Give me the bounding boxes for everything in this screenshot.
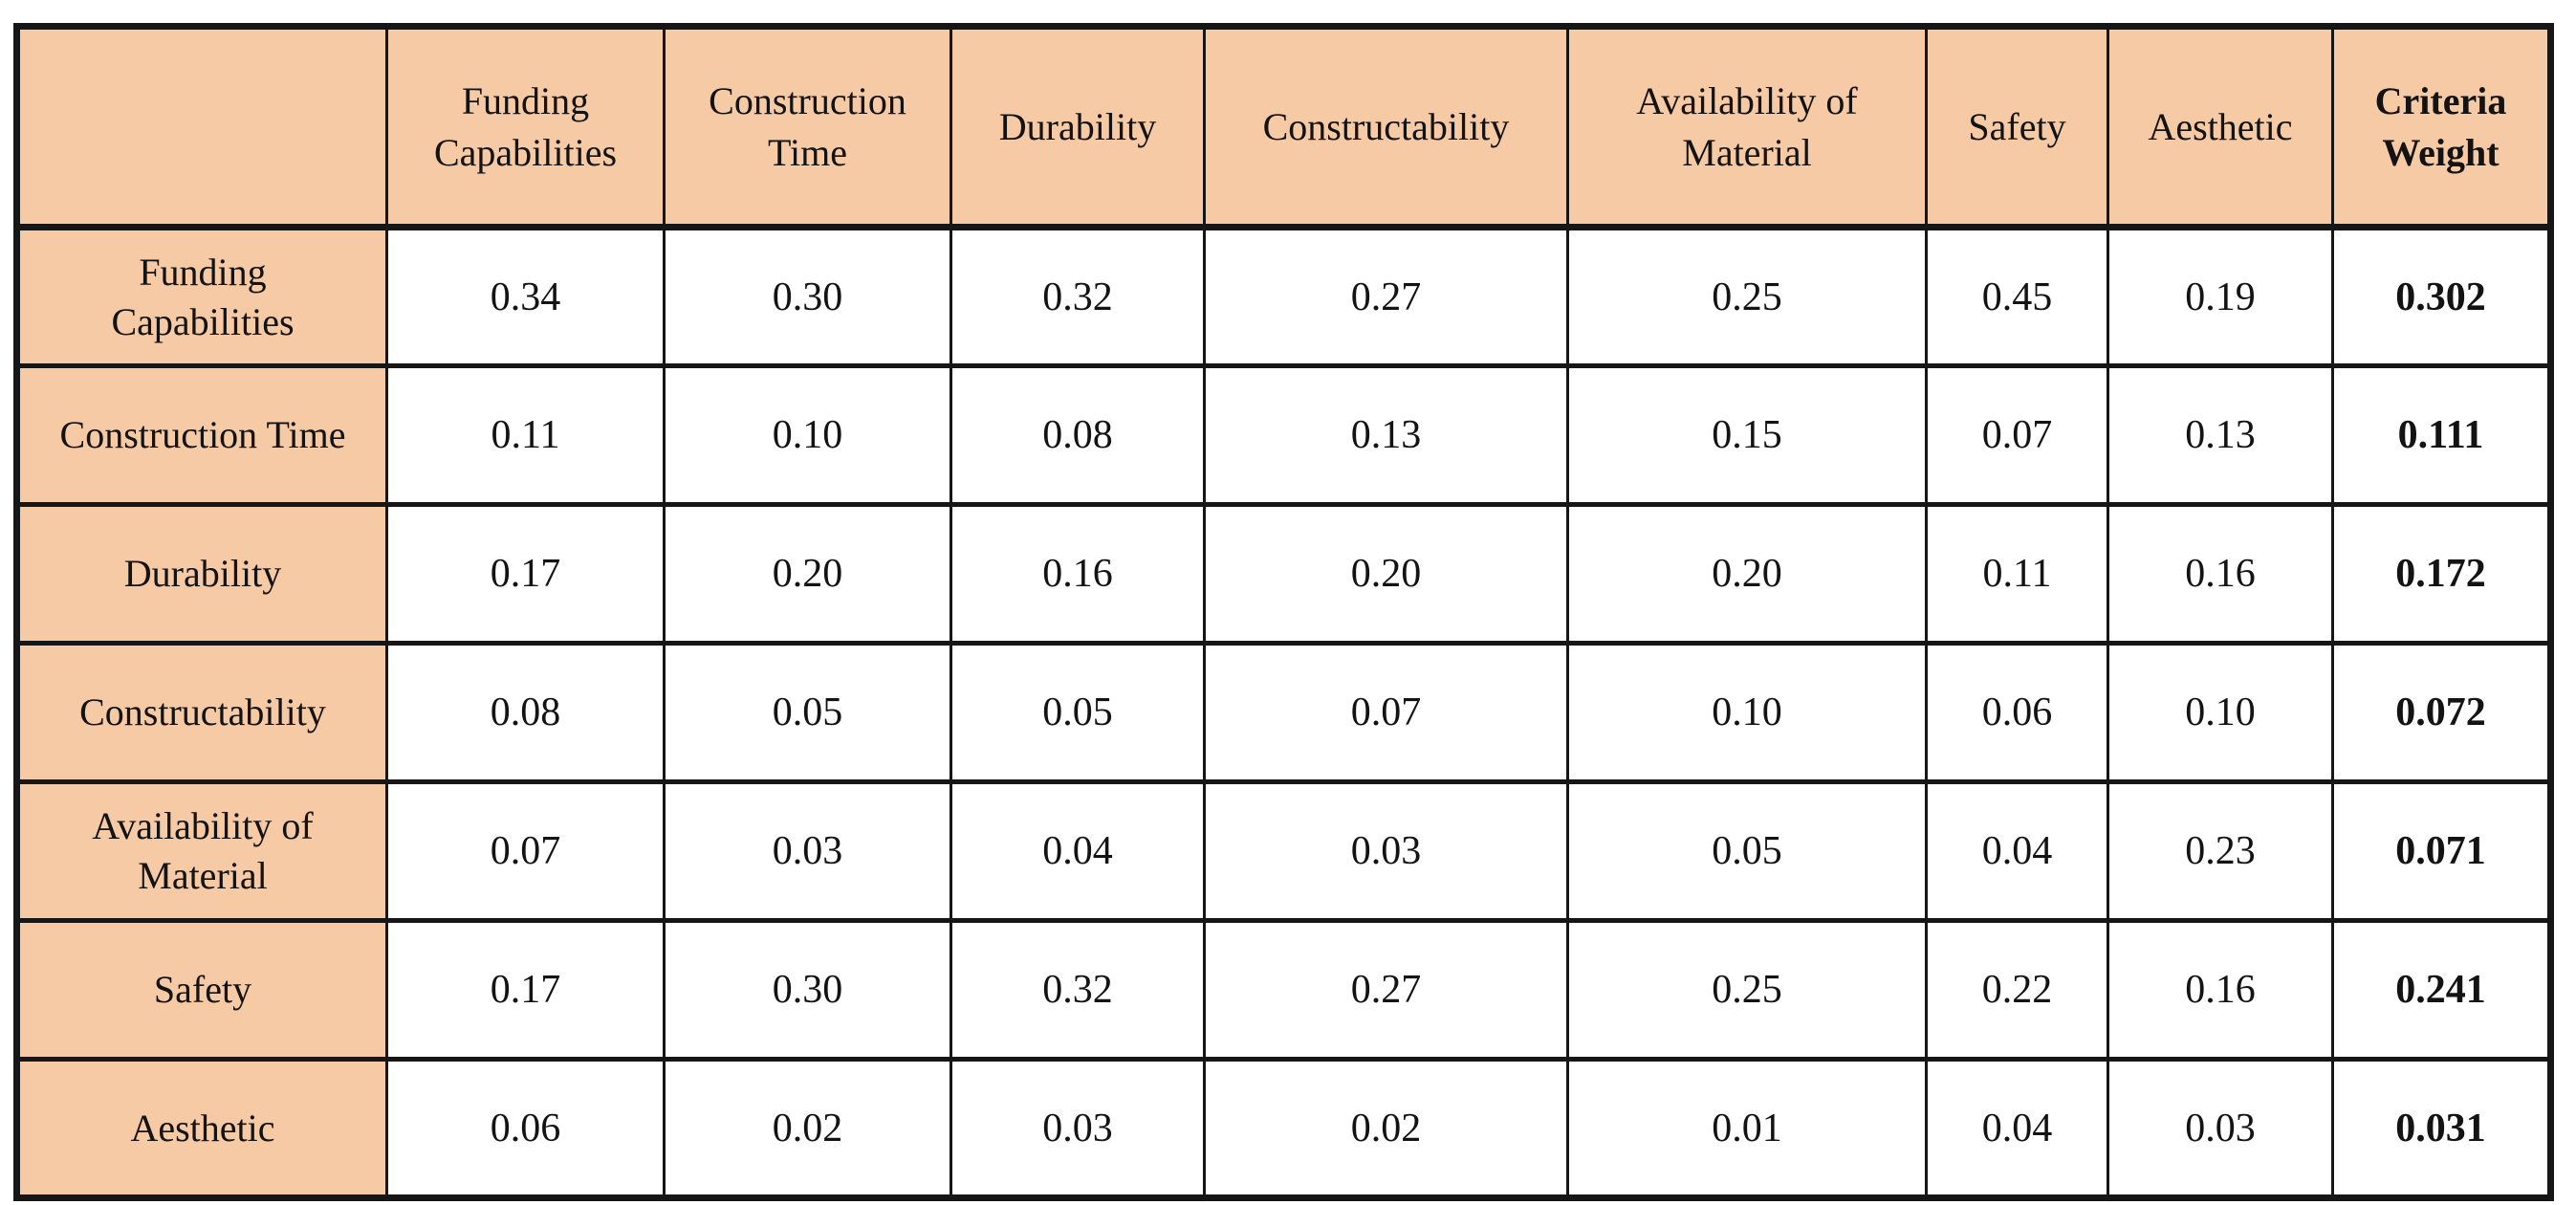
matrix-cell: 0.22 [1925,918,2109,1062]
matrix-cell: 0.03 [950,1057,1206,1200]
criteria-weight-cell: 0.031 [2331,1057,2552,1200]
matrix-cell: 0.04 [950,779,1206,923]
matrix-cell: 0.19 [2107,225,2334,368]
matrix-cell: 0.05 [950,641,1206,784]
table-row-safety: Safety 0.17 0.30 0.32 0.27 0.25 0.22 0.1… [15,918,2552,1062]
matrix-cell: 0.03 [2107,1057,2334,1200]
table-row-construction-time: Construction Time 0.11 0.10 0.08 0.13 0.… [15,363,2552,507]
matrix-cell: 0.11 [385,363,666,507]
matrix-cell: 0.15 [1566,363,1928,507]
matrix-cell: 0.03 [1203,779,1569,923]
criteria-weight-cell: 0.302 [2331,225,2552,368]
matrix-cell: 0.07 [1203,641,1569,784]
matrix-cell: 0.05 [1566,779,1928,923]
table-row-availability-of-material: Availability of Material 0.07 0.03 0.04 … [15,779,2552,923]
matrix-cell: 0.25 [1566,918,1928,1062]
matrix-cell: 0.07 [1925,363,2109,507]
matrix-cell: 0.45 [1925,225,2109,368]
matrix-cell: 0.27 [1203,225,1569,368]
matrix-cell: 0.06 [1925,641,2109,784]
matrix-cell: 0.07 [385,779,666,923]
matrix-cell: 0.02 [1203,1057,1569,1200]
matrix-cell: 0.16 [950,502,1206,646]
criteria-weight-table: Funding Capabilities Construction Time D… [13,23,2554,1201]
matrix-cell: 0.01 [1566,1057,1928,1200]
matrix-cell: 0.10 [663,363,952,507]
matrix-cell: 0.04 [1925,1057,2109,1200]
matrix-cell: 0.11 [1925,502,2109,646]
column-header-construction-time: Construction Time [663,24,952,230]
matrix-cell: 0.02 [663,1057,952,1200]
criteria-weight-cell: 0.241 [2331,918,2552,1062]
matrix-cell: 0.10 [1566,641,1928,784]
matrix-cell: 0.32 [950,918,1206,1062]
matrix-cell: 0.20 [1203,502,1569,646]
row-header-construction-time: Construction Time [15,363,388,507]
row-header-durability: Durability [15,502,388,646]
row-header-safety: Safety [15,918,388,1062]
table-row-funding-capabilities: Funding Capabilities 0.34 0.30 0.32 0.27… [15,225,2552,368]
corner-cell [15,24,388,230]
row-header-constructability: Constructability [15,641,388,784]
column-header-funding-capabilities: Funding Capabilities [385,24,666,230]
table-row-durability: Durability 0.17 0.20 0.16 0.20 0.20 0.11… [15,502,2552,646]
column-header-criteria-weight: Criteria Weight [2331,24,2552,230]
table-row-aesthetic: Aesthetic 0.06 0.02 0.03 0.02 0.01 0.04 … [15,1057,2552,1200]
criteria-weight-cell: 0.111 [2331,363,2552,507]
matrix-cell: 0.20 [1566,502,1928,646]
column-header-constructability: Constructability [1203,24,1569,230]
matrix-cell: 0.20 [663,502,952,646]
matrix-cell: 0.08 [385,641,666,784]
criteria-weight-cell: 0.071 [2331,779,2552,923]
criteria-weight-cell: 0.172 [2331,502,2552,646]
table-row-constructability: Constructability 0.08 0.05 0.05 0.07 0.1… [15,641,2552,784]
matrix-cell: 0.10 [2107,641,2334,784]
matrix-cell: 0.16 [2107,918,2334,1062]
column-header-durability: Durability [950,24,1206,230]
header-row: Funding Capabilities Construction Time D… [15,24,2552,230]
matrix-cell: 0.34 [385,225,666,368]
column-header-aesthetic: Aesthetic [2107,24,2334,230]
matrix-cell: 0.27 [1203,918,1569,1062]
matrix-cell: 0.08 [950,363,1206,507]
matrix-cell: 0.16 [2107,502,2334,646]
matrix-cell: 0.25 [1566,225,1928,368]
column-header-availability-of-material: Availability of Material [1566,24,1928,230]
matrix-cell: 0.23 [2107,779,2334,923]
criteria-weight-cell: 0.072 [2331,641,2552,784]
matrix-cell: 0.13 [2107,363,2334,507]
matrix-cell: 0.17 [385,502,666,646]
matrix-cell: 0.17 [385,918,666,1062]
matrix-cell: 0.32 [950,225,1206,368]
row-header-funding-capabilities: Funding Capabilities [15,225,388,368]
matrix-cell: 0.30 [663,225,952,368]
row-header-availability-of-material: Availability of Material [15,779,388,923]
matrix-cell: 0.13 [1203,363,1569,507]
matrix-cell: 0.04 [1925,779,2109,923]
row-header-aesthetic: Aesthetic [15,1057,388,1200]
column-header-safety: Safety [1925,24,2109,230]
matrix-cell: 0.05 [663,641,952,784]
matrix-cell: 0.06 [385,1057,666,1200]
matrix-cell: 0.03 [663,779,952,923]
matrix-cell: 0.30 [663,918,952,1062]
